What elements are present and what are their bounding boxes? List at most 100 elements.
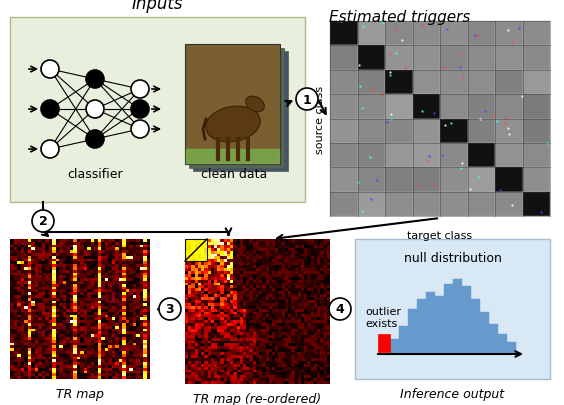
Bar xyxy=(294,239,298,242)
Bar xyxy=(221,280,224,283)
Bar xyxy=(139,281,143,284)
Bar xyxy=(34,239,38,242)
Bar xyxy=(324,361,327,364)
Bar xyxy=(269,248,272,251)
Bar xyxy=(266,373,269,375)
Bar xyxy=(66,318,69,320)
Bar xyxy=(246,381,249,384)
Bar xyxy=(80,323,83,326)
Bar xyxy=(24,248,28,251)
Bar xyxy=(324,323,327,326)
Bar xyxy=(211,312,214,315)
Bar xyxy=(112,242,115,245)
Bar xyxy=(191,271,195,274)
Bar xyxy=(201,364,204,367)
Bar xyxy=(330,70,358,95)
Bar xyxy=(246,318,249,320)
Bar xyxy=(266,242,269,245)
Bar xyxy=(201,375,204,378)
Bar xyxy=(24,365,28,368)
Bar xyxy=(208,358,211,361)
Bar xyxy=(298,320,301,323)
Bar xyxy=(45,264,49,267)
Bar xyxy=(256,286,259,289)
Bar xyxy=(317,265,320,269)
Bar xyxy=(294,254,298,257)
Bar xyxy=(115,376,118,379)
Bar xyxy=(285,364,288,367)
Bar xyxy=(49,276,52,279)
Bar xyxy=(34,360,38,362)
Bar xyxy=(324,254,327,257)
Bar xyxy=(285,239,288,242)
Bar xyxy=(288,323,292,326)
Bar xyxy=(317,294,320,297)
Bar xyxy=(240,320,243,323)
Bar xyxy=(243,262,246,265)
Bar xyxy=(49,290,52,292)
Bar xyxy=(129,292,133,295)
Bar xyxy=(292,358,294,361)
Bar xyxy=(52,329,55,332)
Bar xyxy=(214,323,217,326)
Bar xyxy=(118,307,122,309)
Bar xyxy=(129,340,133,343)
Bar xyxy=(28,251,31,254)
Bar xyxy=(17,329,20,332)
Bar xyxy=(28,245,31,248)
Bar xyxy=(45,256,49,259)
Bar xyxy=(281,271,285,274)
Bar xyxy=(80,368,83,371)
Bar xyxy=(285,358,288,361)
Bar xyxy=(66,256,69,259)
Bar xyxy=(304,294,307,297)
Bar xyxy=(112,290,115,292)
Bar xyxy=(191,352,195,355)
Bar xyxy=(129,273,133,276)
Bar xyxy=(253,274,256,277)
Bar xyxy=(98,335,101,337)
Bar xyxy=(55,326,59,329)
Bar xyxy=(304,280,307,283)
Bar xyxy=(38,304,42,307)
Bar xyxy=(90,340,94,343)
Bar xyxy=(230,367,233,370)
Bar xyxy=(221,381,224,384)
Bar xyxy=(20,264,24,267)
Bar xyxy=(28,307,31,309)
Bar xyxy=(307,251,311,254)
Bar xyxy=(101,298,104,301)
Bar xyxy=(188,318,191,320)
Bar xyxy=(133,373,136,376)
Bar xyxy=(227,315,230,318)
Bar xyxy=(63,298,66,301)
Bar xyxy=(14,343,17,345)
Bar xyxy=(104,326,108,329)
Bar xyxy=(236,381,240,384)
Bar xyxy=(59,312,63,315)
Bar xyxy=(259,370,262,373)
Bar xyxy=(246,367,249,370)
Bar xyxy=(31,295,34,298)
Bar xyxy=(256,303,259,306)
Bar xyxy=(49,309,52,312)
Bar xyxy=(224,245,227,248)
Bar xyxy=(108,362,112,365)
Bar xyxy=(275,286,279,289)
Bar xyxy=(320,271,324,274)
Bar xyxy=(24,298,28,301)
Circle shape xyxy=(131,121,149,139)
Bar xyxy=(24,371,28,373)
Bar xyxy=(38,273,42,276)
Bar xyxy=(240,248,243,251)
Bar xyxy=(288,239,292,242)
Bar xyxy=(324,370,327,373)
Bar xyxy=(324,251,327,254)
Bar xyxy=(294,329,298,332)
Bar xyxy=(83,332,87,335)
Bar xyxy=(115,309,118,312)
Bar xyxy=(285,373,288,375)
Bar xyxy=(256,338,259,341)
Bar xyxy=(90,368,94,371)
Bar xyxy=(385,143,412,168)
